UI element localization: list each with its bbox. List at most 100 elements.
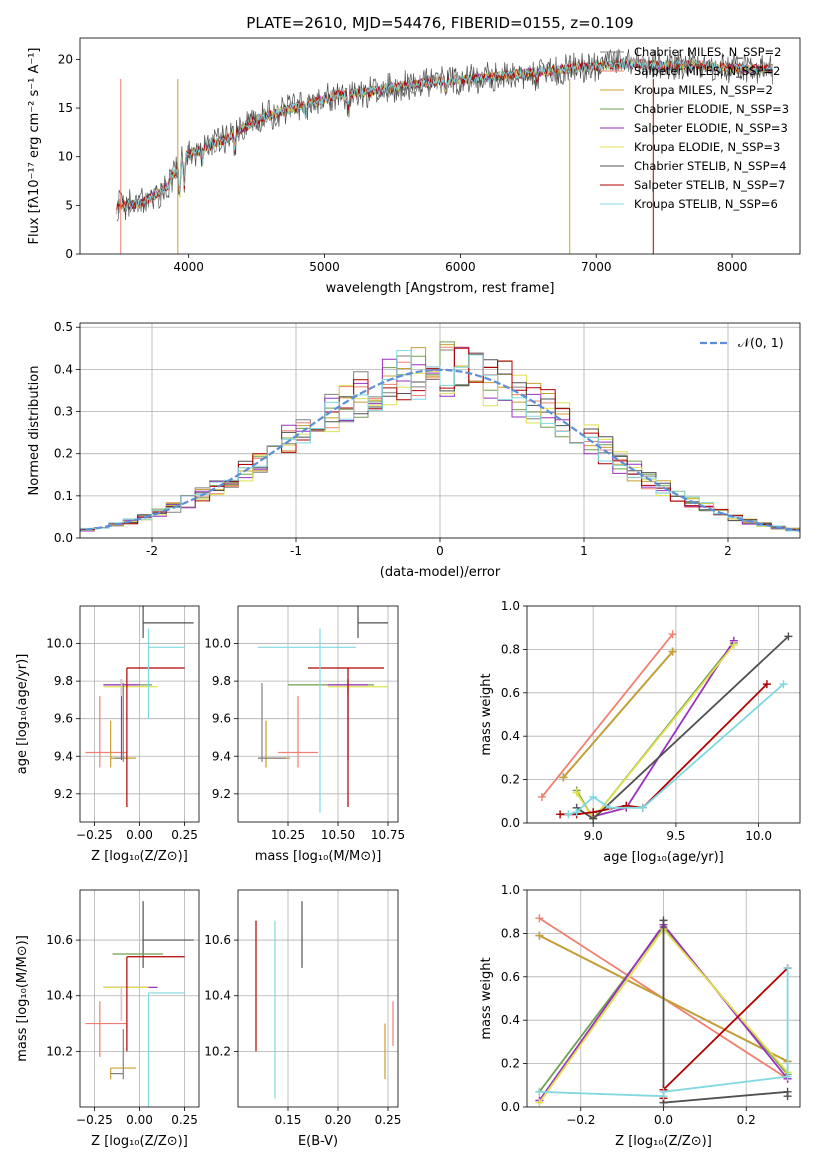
data-point bbox=[114, 683, 124, 762]
y-axis-label: Flux [fλ10⁻¹⁷ erg cm⁻² s⁻¹ A⁻¹] bbox=[27, 48, 42, 245]
data-point bbox=[142, 901, 194, 968]
legend-label: Salpeter STELIB, N_SSP=7 bbox=[634, 178, 785, 192]
legend-label: Salpeter MILES, N_SSP=2 bbox=[634, 64, 780, 78]
plot-area bbox=[238, 890, 398, 1107]
weight-marker bbox=[559, 773, 568, 782]
axes-frame bbox=[526, 605, 801, 824]
x-tick-label: 0.25 bbox=[171, 1113, 198, 1127]
y-tick-label: 0.0 bbox=[501, 1100, 520, 1114]
y-tick-label: 9.6 bbox=[212, 712, 231, 726]
y-tick-label: 0.2 bbox=[54, 447, 73, 461]
x-tick-label: 0.15 bbox=[275, 1113, 302, 1127]
y-tick-label: 0.5 bbox=[54, 320, 73, 334]
plot-area bbox=[80, 606, 199, 822]
weight-marker bbox=[535, 1098, 544, 1107]
y-tick-label: 9.2 bbox=[54, 787, 73, 801]
data-point bbox=[328, 679, 388, 697]
weight-marker bbox=[589, 792, 598, 801]
data-point bbox=[126, 667, 185, 807]
plot-area bbox=[116, 47, 774, 254]
legend-label: 𝒩(0, 1) bbox=[738, 335, 784, 350]
plot-area bbox=[527, 606, 800, 823]
weight-line bbox=[541, 633, 674, 798]
x-axis-label: E(B-V) bbox=[298, 1134, 338, 1149]
panel-age_vs_mass: 10.25 10.50 10.75 9.2 9.4 9.6 9.8 10.0 mass [log… bbox=[204, 605, 405, 864]
axes-frame bbox=[237, 889, 399, 1108]
panel-age_vs_Z: −0.25 0.00 0.25 9.2 9.4 9.6 9.8 10.0 Z [log₁₀(Z/… bbox=[15, 605, 200, 864]
x-axis-label: Z [log₁₀(Z/Z⊙)] bbox=[615, 1134, 712, 1149]
y-tick-label: 1.0 bbox=[501, 883, 520, 897]
weight-marker bbox=[535, 914, 544, 923]
data-point bbox=[357, 606, 388, 638]
y-tick-label: 1.0 bbox=[501, 599, 520, 613]
weight-marker bbox=[783, 1092, 792, 1101]
y-tick-label: 0 bbox=[65, 247, 73, 261]
y-tick-label: 0.2 bbox=[501, 1057, 520, 1071]
weight-line bbox=[562, 651, 674, 778]
y-axis-label: mass [log₁₀(M/M⊙)] bbox=[15, 935, 30, 1062]
weight-marker bbox=[535, 931, 544, 940]
weight-marker bbox=[659, 1087, 668, 1096]
weight-marker bbox=[659, 916, 668, 925]
data-point bbox=[103, 986, 149, 1021]
x-axis-label: mass [log₁₀(M/M⊙)] bbox=[255, 849, 382, 864]
y-tick-label: 10.4 bbox=[204, 989, 231, 1003]
x-tick-label: 7000 bbox=[581, 260, 612, 274]
y-tick-label: 9.6 bbox=[54, 712, 73, 726]
axes-frame bbox=[79, 37, 801, 255]
spectrum-line bbox=[116, 47, 774, 222]
y-tick-label: 0.3 bbox=[54, 405, 73, 419]
y-tick-label: 0.1 bbox=[54, 489, 73, 503]
axes-frame bbox=[526, 889, 801, 1108]
weight-line bbox=[575, 642, 735, 821]
y-tick-label: 10.2 bbox=[204, 1044, 231, 1058]
data-point bbox=[110, 1029, 124, 1080]
x-tick-label: 0.20 bbox=[325, 1113, 352, 1127]
y-tick-label: 0.4 bbox=[501, 729, 520, 743]
x-axis-label: age [log₁₀(age/yr)] bbox=[603, 850, 724, 865]
weight-marker bbox=[783, 1072, 792, 1081]
data-point bbox=[258, 683, 286, 762]
y-tick-label: 10.6 bbox=[46, 933, 73, 947]
y-tick-label: 0.8 bbox=[501, 642, 520, 656]
x-tick-label: 0 bbox=[436, 544, 444, 558]
x-tick-label: −0.25 bbox=[76, 1113, 113, 1127]
weight-marker bbox=[572, 808, 581, 817]
y-tick-label: 10.6 bbox=[204, 933, 231, 947]
data-point bbox=[258, 720, 290, 768]
normal-curve bbox=[80, 368, 800, 532]
weight-marker bbox=[564, 810, 573, 819]
plot-area bbox=[238, 606, 398, 822]
data-point bbox=[85, 1001, 127, 1057]
panel-residuals: -2 -1 0 1 2 0.0 0.1 0.2 0.3 0.4 0.5 (data-model)/er… bbox=[27, 320, 801, 580]
y-tick-label: 9.4 bbox=[54, 749, 73, 763]
axes-frame bbox=[237, 605, 399, 823]
weight-marker bbox=[605, 803, 614, 812]
data-point bbox=[103, 679, 158, 697]
y-tick-label: 0.6 bbox=[501, 686, 520, 700]
panel-mass_vs_Z: −0.25 0.00 0.25 10.2 10.4 10.6 Z [log₁₀(Z/Z⊙)]… bbox=[15, 889, 200, 1149]
weight-marker bbox=[762, 680, 771, 689]
plot-area bbox=[527, 890, 800, 1107]
data-point bbox=[142, 606, 194, 638]
legend-label: Kroupa ELODIE, N_SSP=3 bbox=[634, 140, 780, 154]
data-point bbox=[147, 992, 185, 1107]
data-point bbox=[85, 696, 127, 768]
legend-label: Kroupa STELIB, N_SSP=6 bbox=[634, 197, 778, 211]
weight-marker bbox=[556, 810, 565, 819]
y-tick-label: 0.6 bbox=[501, 970, 520, 984]
x-tick-label: 0.00 bbox=[126, 828, 153, 842]
histogram-step bbox=[80, 350, 800, 534]
x-tick-label: 9.0 bbox=[584, 829, 603, 843]
x-tick-label: 5000 bbox=[309, 260, 340, 274]
weight-marker bbox=[589, 808, 598, 817]
y-tick-label: 5 bbox=[65, 198, 73, 212]
y-axis-label: mass weight bbox=[479, 957, 494, 1039]
x-axis-label: Z [log₁₀(Z/Z⊙)] bbox=[91, 849, 188, 864]
panel-weight_vs_age: 9.0 9.5 10.0 0.0 0.2 0.4 0.6 0.8 1.0 age [log₁₀(a… bbox=[479, 599, 801, 865]
y-tick-label: 10.4 bbox=[46, 989, 73, 1003]
x-tick-label: -2 bbox=[146, 544, 158, 558]
x-tick-label: 0.25 bbox=[171, 828, 198, 842]
data-point bbox=[278, 696, 318, 768]
